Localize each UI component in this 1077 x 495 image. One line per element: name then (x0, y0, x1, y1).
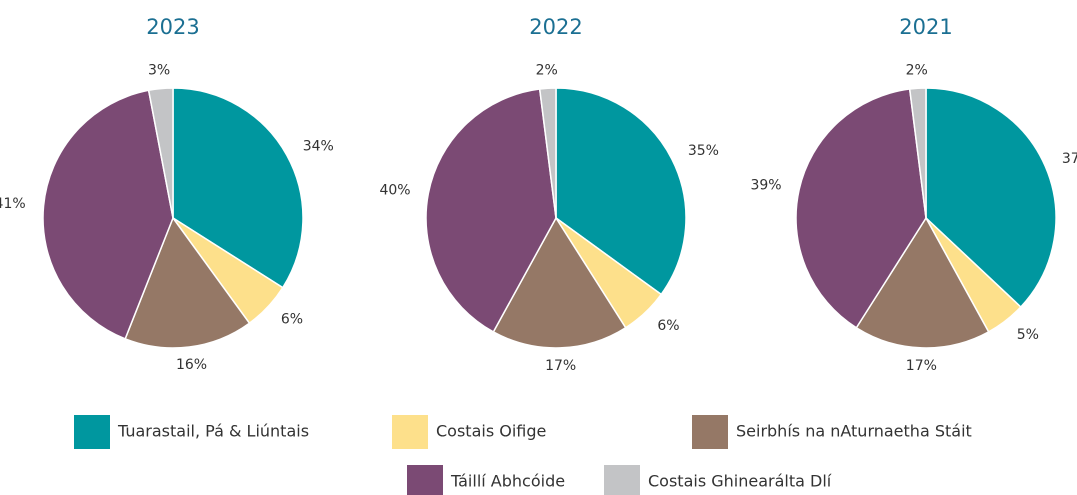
data-label: 6% (657, 318, 679, 334)
data-label: 5% (1017, 327, 1039, 343)
chart-title: 2021 (899, 15, 952, 39)
data-label: 17% (906, 358, 937, 374)
pie-slice (124, 216, 251, 349)
data-label: 37% (1062, 151, 1077, 167)
pie-slice (795, 88, 927, 329)
pie-slice (538, 87, 557, 219)
legend-label: Costais Ghinearálta Dlí (648, 472, 832, 491)
pie-slice (147, 87, 174, 219)
legend-label: Tuarastail, Pá & Liúntais (117, 422, 309, 441)
legend-swatch (692, 415, 728, 449)
data-label: 6% (281, 311, 303, 327)
chart-title: 2022 (529, 15, 582, 39)
data-label: 17% (545, 358, 576, 374)
data-label: 2% (906, 62, 928, 78)
chart-title: 2023 (146, 15, 199, 39)
pie-slice (492, 216, 627, 349)
legend-swatch (604, 465, 640, 495)
data-label: 40% (379, 182, 410, 198)
pie-slice (925, 87, 1057, 309)
data-label: 39% (750, 178, 781, 194)
pie-slice (42, 89, 174, 340)
legend-label: Costais Oifige (436, 422, 546, 441)
legend-swatch (392, 415, 428, 449)
legend-label: Seirbhís na nAturnaetha Stáit (736, 422, 972, 441)
data-label: 3% (148, 63, 170, 79)
pie-slice (555, 87, 687, 296)
legend-swatch (407, 465, 443, 495)
data-label: 41% (0, 196, 26, 212)
pie-slice (425, 88, 557, 333)
legend-label: Táillí Abhcóide (450, 472, 565, 491)
pie-slice (908, 87, 927, 219)
legend-swatch (74, 415, 110, 449)
data-label: 16% (176, 357, 207, 373)
pie-slice (855, 216, 990, 349)
data-label: 35% (688, 143, 719, 159)
data-label: 34% (303, 139, 334, 155)
data-label: 2% (536, 62, 558, 78)
